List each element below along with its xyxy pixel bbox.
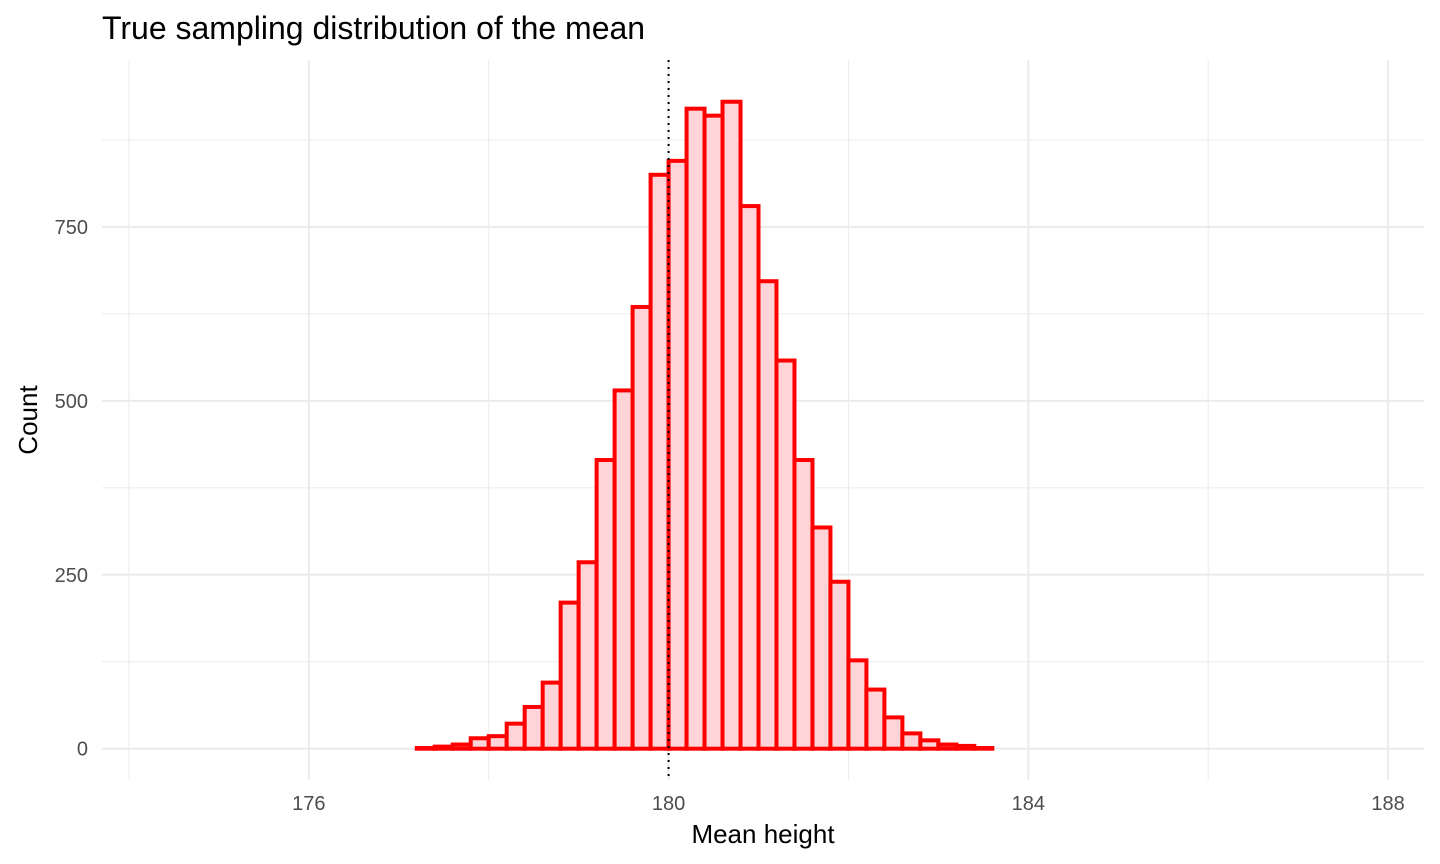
histogram-bars [414, 99, 995, 751]
histogram-bar [540, 680, 563, 751]
x-axis-title: Mean height [691, 819, 835, 849]
histogram-bar [756, 279, 779, 751]
histogram-bar [450, 742, 473, 751]
histogram-bar [774, 358, 797, 751]
histogram-bar [954, 743, 977, 751]
y-tick-label: 0 [77, 739, 88, 761]
histogram-bar [414, 746, 437, 751]
histogram-bar [558, 600, 581, 751]
histogram-bar [810, 525, 833, 751]
histogram-bar [486, 734, 509, 751]
histogram-bar [864, 687, 887, 751]
y-tick-label: 500 [55, 391, 88, 413]
x-tick-label: 180 [652, 793, 685, 815]
histogram-bar [702, 113, 725, 751]
x-tick-label: 176 [292, 793, 325, 815]
y-axis-tick-labels: 0 250 500 750 [55, 217, 88, 761]
histogram-bar [738, 204, 761, 751]
histogram-bar [792, 458, 815, 751]
histogram-bar [846, 658, 869, 751]
histogram-bar [972, 746, 995, 751]
histogram-bar [882, 715, 905, 751]
chart-title: True sampling distribution of the mean [102, 10, 646, 46]
histogram-bar [684, 106, 707, 751]
histogram-bar [576, 560, 599, 751]
histogram-bar [648, 172, 671, 751]
histogram-bar [828, 579, 851, 751]
histogram-bar [432, 744, 455, 751]
histogram-bar [468, 736, 491, 751]
histogram-bar [630, 304, 653, 751]
y-axis-title: Count [13, 385, 43, 455]
y-tick-label: 750 [55, 217, 88, 239]
histogram-bar [666, 158, 689, 751]
histogram-bar [936, 742, 959, 751]
x-tick-label: 188 [1371, 793, 1404, 815]
histogram-bar [720, 99, 743, 751]
x-tick-label: 184 [1012, 793, 1045, 815]
y-tick-label: 250 [55, 565, 88, 587]
histogram-bar [594, 458, 617, 751]
histogram-bar [900, 731, 923, 751]
histogram-bar [522, 704, 545, 751]
x-axis-tick-labels: 176 180 184 188 [292, 793, 1405, 815]
histogram-bar [504, 721, 527, 751]
histogram-bar [918, 738, 941, 751]
histogram-bar [612, 388, 635, 751]
